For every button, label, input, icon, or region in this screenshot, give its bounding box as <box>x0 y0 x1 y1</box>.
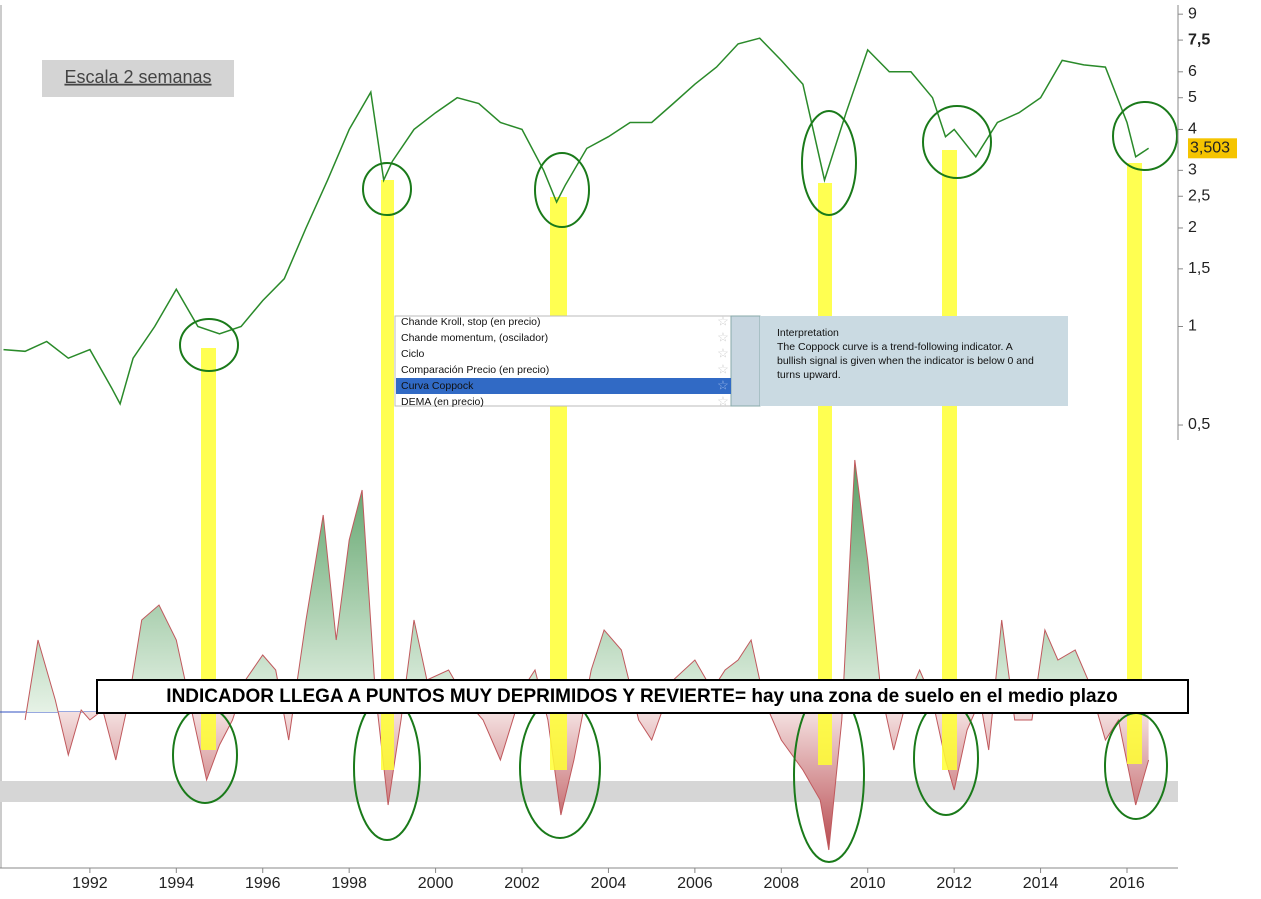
menu-item[interactable]: Curva Coppock <box>401 380 474 392</box>
y-tick-label: 4 <box>1188 121 1197 138</box>
y-tick-label: 9 <box>1188 5 1197 22</box>
bar-marker <box>381 180 394 770</box>
menu-item[interactable]: Ciclo <box>401 348 424 360</box>
y-tick-label: 2 <box>1188 219 1197 236</box>
x-tick-label: 2016 <box>1109 875 1145 892</box>
x-tick-label: 2004 <box>591 875 627 892</box>
x-tick-label: 1992 <box>72 875 108 892</box>
ellipse <box>1112 101 1178 171</box>
x-tick-label: 2000 <box>418 875 454 892</box>
x-tick-label: 2006 <box>677 875 713 892</box>
scale-box <box>42 60 234 97</box>
menu-item[interactable]: DEMA (en precio) <box>401 396 484 408</box>
y-tick-label: 6 <box>1188 63 1197 80</box>
menu-star: ☆ <box>717 393 729 408</box>
menu-star: ☆ <box>717 329 729 344</box>
y-tick-label: 1 <box>1188 318 1197 335</box>
x-tick-label: 2008 <box>764 875 800 892</box>
y-tick-label: 5 <box>1188 89 1197 106</box>
indicator-menu: Chande Kroll, stop (en precio) ☆ Chande mo… <box>394 313 1068 408</box>
menu-highlight <box>396 378 731 394</box>
x-tick-label: 1996 <box>245 875 281 892</box>
y-tick-label: 0,5 <box>1188 416 1210 433</box>
y-tick-label: 7,5 <box>1188 31 1210 48</box>
bar-marker <box>201 348 216 750</box>
area-line <box>24 459 1150 851</box>
menu-item[interactable]: Comparación Precio (en precio) <box>401 364 549 376</box>
area-up <box>25 460 1149 712</box>
x-tick-label: 1998 <box>331 875 367 892</box>
menu-star: ☆ <box>717 313 729 328</box>
scrollbar <box>730 315 761 407</box>
menu-star: ☆ <box>717 361 729 376</box>
ellipse <box>534 152 590 228</box>
tooltip-box <box>760 316 1068 406</box>
ellipse <box>362 162 412 216</box>
bar-marker <box>1127 163 1142 764</box>
yellow-bars <box>201 150 1142 770</box>
price-line <box>3 37 1150 406</box>
menu-item[interactable]: Chande momentum, (oscilador) <box>401 332 548 344</box>
x-tick-label: 2012 <box>936 875 972 892</box>
gray-band <box>0 781 1178 802</box>
ellipse <box>922 105 992 179</box>
axes: 9 7,5 6 5 4 3 2,5 2 1,5 1 0,5 3,503 1992 1994 1996 1998… <box>72 5 1237 892</box>
oscillator <box>24 459 1150 851</box>
menu-star: ☆ <box>717 345 729 360</box>
y-tick-label: 3 <box>1188 162 1197 179</box>
x-tick-label: 2010 <box>850 875 886 892</box>
banner: INDICADOR LLEGA A PUNTOS MUY DEPRIMIDOS … <box>166 686 1117 707</box>
x-tick-label: 1994 <box>159 875 195 892</box>
x-tick-label: 2002 <box>504 875 540 892</box>
x-tick-label: 2014 <box>1023 875 1059 892</box>
menu-item[interactable]: Chande Kroll, stop (en precio) <box>401 316 541 328</box>
last-price-box <box>1188 138 1237 159</box>
price-panel <box>3 37 1150 406</box>
last-price-label: 3,503 <box>1190 140 1230 157</box>
tooltip-line: bullish signal is given when the indicat… <box>777 355 1034 367</box>
banner-box <box>96 679 1189 714</box>
bar-marker <box>942 150 957 770</box>
menu-star: ☆ <box>717 377 729 392</box>
tooltip-title: Interpretation <box>777 327 839 339</box>
scale-label: Escala 2 semanas <box>64 67 211 87</box>
y-tick-label: 2,5 <box>1188 187 1210 204</box>
ellipses <box>172 101 1178 863</box>
tooltip-line: turns upward. <box>777 369 841 381</box>
tooltip-line: The Coppock curve is a trend-following i… <box>777 341 1013 353</box>
ellipse <box>179 318 239 372</box>
bar-marker <box>818 183 832 765</box>
ellipse <box>801 110 857 216</box>
y-tick-label: 1,5 <box>1188 260 1210 277</box>
